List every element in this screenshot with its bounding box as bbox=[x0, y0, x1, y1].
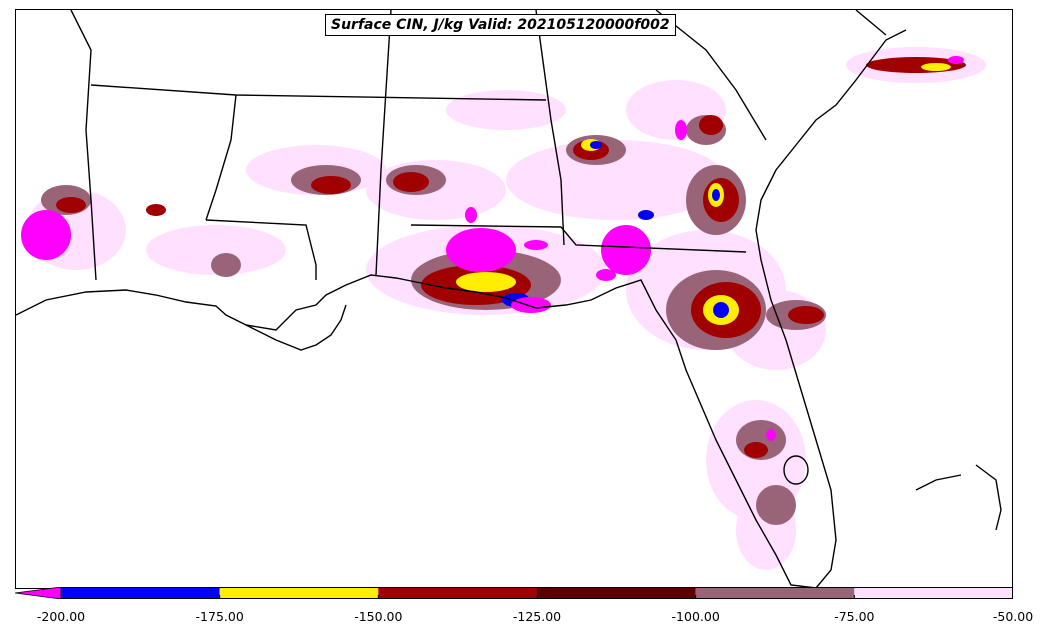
colorbar-tick-label-4: -100.00 bbox=[671, 609, 720, 624]
map-frame bbox=[15, 9, 1013, 589]
colorbar-bin-5 bbox=[854, 587, 1013, 599]
cin-field bbox=[21, 47, 986, 570]
colorbar-tick-label-3: -125.00 bbox=[512, 609, 562, 624]
boundaries bbox=[16, 10, 1002, 588]
colorbar-tick-label-6: -50.00 bbox=[992, 609, 1034, 624]
colorbar-tick-label-0: -200.00 bbox=[36, 609, 86, 624]
map-canvas bbox=[16, 10, 1002, 588]
map-title: Surface CIN, J/kg Valid: 202105120000f00… bbox=[325, 14, 676, 36]
colorbar-bin-1 bbox=[219, 587, 379, 599]
colorbar-tick-label-1: -175.00 bbox=[195, 609, 244, 624]
colorbar-tick-label-5: -75.00 bbox=[834, 609, 875, 624]
colorbar-bin-4 bbox=[695, 587, 855, 599]
colorbar-bin-2 bbox=[378, 587, 537, 599]
colorbar bbox=[15, 587, 1013, 599]
colorbar-bin-3 bbox=[537, 587, 696, 599]
colorbar-under-triangle bbox=[15, 587, 62, 599]
colorbar-bin-0 bbox=[61, 587, 220, 599]
colorbar-tick-label-2: -150.00 bbox=[354, 609, 403, 624]
